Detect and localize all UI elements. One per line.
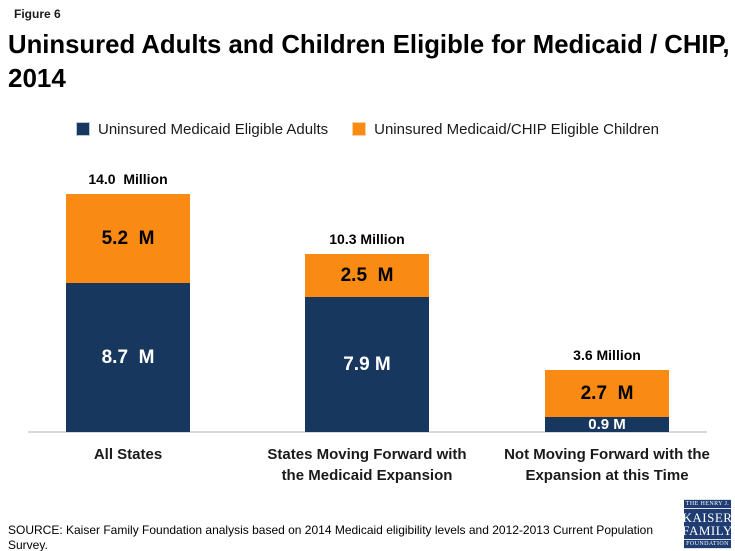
bar-total-label: 14.0 Million: [88, 171, 168, 188]
figure-label: Figure 6: [14, 7, 61, 21]
bar-segment-adults: 8.7 M: [66, 283, 190, 432]
logo-kaiser: KAISER: [682, 510, 733, 525]
bar-group-2: 3.6 Million 2.7 M 0.9 M: [545, 347, 669, 432]
logo-family: FAMILY: [682, 523, 733, 538]
bar-group-0: 14.0 Million 5.2 M 8.7 M: [66, 171, 190, 432]
x-axis-labels: All States States Moving Forward with the …: [0, 441, 735, 493]
x-axis-label-0: All States: [93, 446, 163, 463]
bar-segment-children: 5.2 M: [66, 194, 190, 284]
legend-label: Uninsured Medicaid/CHIP Eligible Childre…: [374, 120, 659, 138]
page-title-line2: 2014: [8, 63, 66, 93]
bar-segment-children: 2.7 M: [545, 370, 669, 417]
legend-swatch-icon: [75, 122, 90, 136]
chart-legend: Uninsured Medicaid Eligible Adults Uninsu…: [0, 120, 735, 138]
bar-group-1: 10.3 Million 2.5 M 7.9 M: [305, 231, 429, 432]
x-axis-label-1: States Moving Forward with the Medicaid E…: [267, 446, 467, 484]
source-note: SOURCE: Kaiser Family Foundation analysi…: [8, 523, 654, 551]
x-axis-label-2: Not Moving Forward with the Expansion at …: [504, 446, 710, 484]
legend-swatch-icon: [352, 122, 367, 136]
page-title: Uninsured Adults and Children Eligible f…: [8, 27, 730, 95]
kff-logo: THE HENRY J. KAISER FAMILY FOUNDATION: [682, 499, 733, 549]
legend-item-1: Uninsured Medicaid/CHIP Eligible Childre…: [352, 121, 659, 138]
logo-the-henry-j: THE HENRY J.: [682, 499, 733, 509]
bar-segment-adults: 7.9 M: [305, 296, 429, 432]
bar-total-label: 3.6 Million: [573, 347, 641, 364]
bar-total-label: 10.3 Million: [329, 231, 405, 248]
legend-item-0: Uninsured Medicaid Eligible Adults: [75, 120, 329, 138]
bar-segment-children: 2.5 M: [305, 254, 429, 297]
logo-foundation: FOUNDATION: [683, 539, 732, 549]
x-axis-line: [28, 431, 707, 433]
page-title-line1: Uninsured Adults and Children Eligible f…: [8, 29, 730, 59]
bar-segment-adults: 0.9 M: [545, 416, 669, 432]
legend-label: Uninsured Medicaid Eligible Adults: [97, 120, 329, 138]
